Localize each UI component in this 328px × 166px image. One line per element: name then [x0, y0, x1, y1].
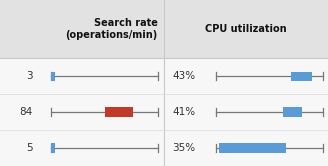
Bar [291, 72, 312, 81]
Text: 35%: 35% [172, 143, 195, 153]
Bar [0, 0, 328, 58]
Bar [51, 72, 55, 81]
Bar [105, 108, 133, 117]
Text: 84: 84 [20, 107, 33, 117]
Text: 41%: 41% [172, 107, 195, 117]
Text: 43%: 43% [172, 71, 195, 81]
Bar [0, 58, 328, 166]
Text: CPU utilization: CPU utilization [205, 24, 287, 34]
Bar [283, 108, 302, 117]
Text: 5: 5 [26, 143, 33, 153]
Bar [51, 143, 55, 153]
Bar [218, 143, 286, 153]
Text: 3: 3 [26, 71, 33, 81]
Text: Search rate
(operations/min): Search rate (operations/min) [65, 18, 157, 40]
